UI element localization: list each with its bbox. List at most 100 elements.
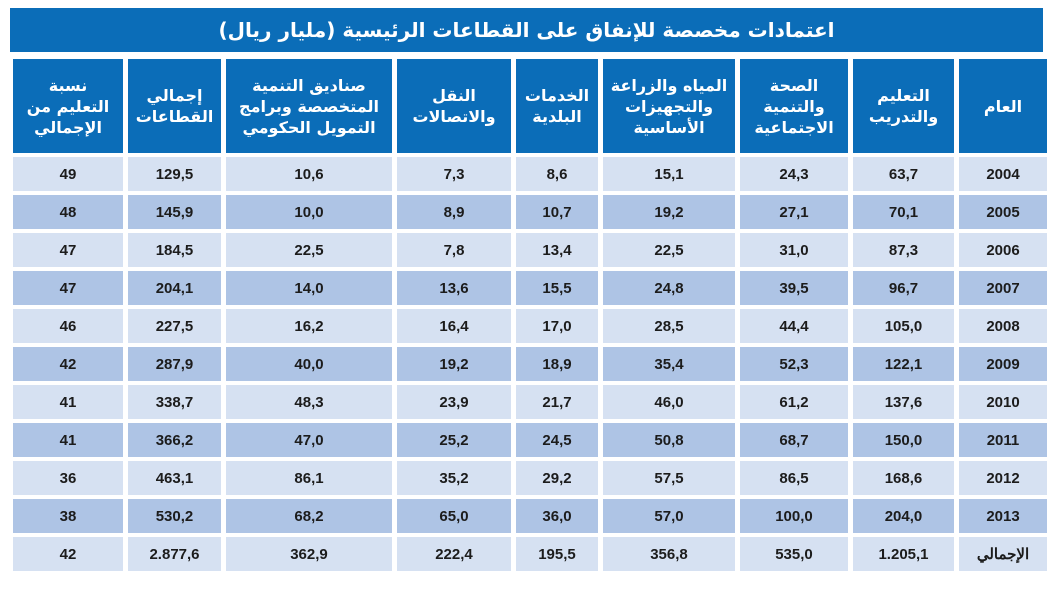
- health-cell: 31,0: [740, 233, 848, 267]
- water-cell: 356,8: [603, 537, 735, 571]
- municipal-cell: 18,9: [516, 347, 598, 381]
- education-cell: 87,3: [853, 233, 954, 267]
- education-cell: 150,0: [853, 423, 954, 457]
- municipal-cell: 15,5: [516, 271, 598, 305]
- health-cell: 44,4: [740, 309, 848, 343]
- health-cell: 86,5: [740, 461, 848, 495]
- education-cell: 122,1: [853, 347, 954, 381]
- total-cell: 184,5: [128, 233, 221, 267]
- municipal-cell: 21,7: [516, 385, 598, 419]
- table-row: 2008 105,0 44,4 28,5 17,0 16,4 16,2 227,…: [13, 309, 1047, 343]
- funds-cell: 362,9: [226, 537, 392, 571]
- water-cell: 50,8: [603, 423, 735, 457]
- year-cell: 2005: [959, 195, 1047, 229]
- transport-cell: 13,6: [397, 271, 511, 305]
- funds-cell: 40,0: [226, 347, 392, 381]
- education-cell: 63,7: [853, 157, 954, 191]
- municipal-cell: 195,5: [516, 537, 598, 571]
- total-cell: 227,5: [128, 309, 221, 343]
- total-cell: 338,7: [128, 385, 221, 419]
- municipal-cell: 8,6: [516, 157, 598, 191]
- health-cell: 100,0: [740, 499, 848, 533]
- total-cell: 145,9: [128, 195, 221, 229]
- year-cell: 2010: [959, 385, 1047, 419]
- municipal-cell: 13,4: [516, 233, 598, 267]
- share-cell: 38: [13, 499, 123, 533]
- year-cell: 2004: [959, 157, 1047, 191]
- table-row: 2005 70,1 27,1 19,2 10,7 8,9 10,0 145,9 …: [13, 195, 1047, 229]
- water-cell: 15,1: [603, 157, 735, 191]
- share-cell: 49: [13, 157, 123, 191]
- table-row: 2012 168,6 86,5 57,5 29,2 35,2 86,1 463,…: [13, 461, 1047, 495]
- health-cell: 61,2: [740, 385, 848, 419]
- water-cell: 57,5: [603, 461, 735, 495]
- table-row: 2011 150,0 68,7 50,8 24,5 25,2 47,0 366,…: [13, 423, 1047, 457]
- transport-cell: 25,2: [397, 423, 511, 457]
- total-row-label: الإجمالي: [959, 537, 1047, 571]
- transport-cell: 7,3: [397, 157, 511, 191]
- education-cell: 204,0: [853, 499, 954, 533]
- transport-cell: 222,4: [397, 537, 511, 571]
- funds-cell: 47,0: [226, 423, 392, 457]
- health-cell: 27,1: [740, 195, 848, 229]
- year-cell: 2011: [959, 423, 1047, 457]
- transport-cell: 65,0: [397, 499, 511, 533]
- table-row: 2009 122,1 52,3 35,4 18,9 19,2 40,0 287,…: [13, 347, 1047, 381]
- spending-table: العام التعليم والتدريب الصحة والتنمية ال…: [8, 55, 1051, 575]
- transport-cell: 16,4: [397, 309, 511, 343]
- total-row: الإجمالي 1.205,1 535,0 356,8 195,5 222,4…: [13, 537, 1047, 571]
- total-cell: 463,1: [128, 461, 221, 495]
- share-cell: 47: [13, 271, 123, 305]
- transport-cell: 7,8: [397, 233, 511, 267]
- column-header-year: العام: [959, 59, 1047, 153]
- municipal-cell: 24,5: [516, 423, 598, 457]
- transport-cell: 19,2: [397, 347, 511, 381]
- water-cell: 35,4: [603, 347, 735, 381]
- table-row: 2004 63,7 24,3 15,1 8,6 7,3 10,6 129,5 4…: [13, 157, 1047, 191]
- education-cell: 105,0: [853, 309, 954, 343]
- education-cell: 96,7: [853, 271, 954, 305]
- water-cell: 46,0: [603, 385, 735, 419]
- column-header-education: التعليم والتدريب: [853, 59, 954, 153]
- share-cell: 36: [13, 461, 123, 495]
- share-cell: 42: [13, 537, 123, 571]
- health-cell: 24,3: [740, 157, 848, 191]
- column-header-development-funds: صناديق التنمية المتخصصة وبرامج التمويل ا…: [226, 59, 392, 153]
- total-cell: 204,1: [128, 271, 221, 305]
- year-cell: 2012: [959, 461, 1047, 495]
- total-cell: 2.877,6: [128, 537, 221, 571]
- year-cell: 2008: [959, 309, 1047, 343]
- share-cell: 41: [13, 385, 123, 419]
- year-cell: 2013: [959, 499, 1047, 533]
- funds-cell: 14,0: [226, 271, 392, 305]
- funds-cell: 10,6: [226, 157, 392, 191]
- total-cell: 366,2: [128, 423, 221, 457]
- education-cell: 137,6: [853, 385, 954, 419]
- funds-cell: 86,1: [226, 461, 392, 495]
- header-row: العام التعليم والتدريب الصحة والتنمية ال…: [13, 59, 1047, 153]
- education-cell: 1.205,1: [853, 537, 954, 571]
- transport-cell: 35,2: [397, 461, 511, 495]
- water-cell: 28,5: [603, 309, 735, 343]
- municipal-cell: 29,2: [516, 461, 598, 495]
- table-row: 2007 96,7 39,5 24,8 15,5 13,6 14,0 204,1…: [13, 271, 1047, 305]
- health-cell: 535,0: [740, 537, 848, 571]
- education-cell: 70,1: [853, 195, 954, 229]
- water-cell: 57,0: [603, 499, 735, 533]
- funds-cell: 16,2: [226, 309, 392, 343]
- total-cell: 129,5: [128, 157, 221, 191]
- funds-cell: 22,5: [226, 233, 392, 267]
- year-cell: 2007: [959, 271, 1047, 305]
- municipal-cell: 17,0: [516, 309, 598, 343]
- total-cell: 287,9: [128, 347, 221, 381]
- column-header-municipal: الخدمات البلدية: [516, 59, 598, 153]
- column-header-health: الصحة والتنمية الاجتماعية: [740, 59, 848, 153]
- table-title: اعتمادات مخصصة للإنفاق على القطاعات الرئ…: [10, 8, 1043, 52]
- municipal-cell: 10,7: [516, 195, 598, 229]
- funds-cell: 10,0: [226, 195, 392, 229]
- table-row: 2010 137,6 61,2 46,0 21,7 23,9 48,3 338,…: [13, 385, 1047, 419]
- share-cell: 47: [13, 233, 123, 267]
- year-cell: 2009: [959, 347, 1047, 381]
- transport-cell: 23,9: [397, 385, 511, 419]
- column-header-transport: النقل والاتصالات: [397, 59, 511, 153]
